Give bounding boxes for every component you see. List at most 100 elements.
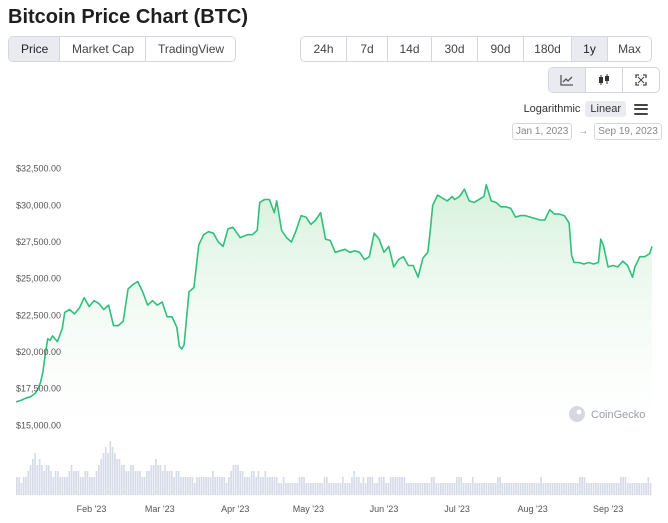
- volume-bar: [506, 483, 508, 495]
- range-max[interactable]: Max: [618, 42, 641, 56]
- chart-type-buttons: [548, 67, 660, 93]
- volume-bar: [82, 477, 84, 495]
- x-tick-label: Jul '23: [444, 504, 470, 514]
- y-tick-label: $30,000.00: [16, 200, 61, 210]
- date-to-input[interactable]: Sep 19, 2023: [594, 123, 662, 140]
- volume-bar: [469, 483, 472, 495]
- volume-bar: [20, 483, 23, 495]
- volume-bar: [223, 477, 226, 495]
- volume-bar: [622, 477, 625, 495]
- y-tick-label: $15,000.00: [16, 420, 61, 430]
- volume-bar: [631, 483, 634, 495]
- price-line: [15, 184, 653, 403]
- volume-bar: [597, 483, 599, 495]
- range-30d[interactable]: 30d: [432, 37, 478, 61]
- volume-bar: [417, 483, 419, 495]
- volume-bar: [424, 483, 426, 495]
- volume-bar: [182, 477, 185, 495]
- line-chart-button[interactable]: [549, 68, 586, 92]
- volume-bar: [111, 447, 114, 495]
- volume-bar: [159, 465, 162, 495]
- volume-bar: [458, 477, 460, 495]
- volume-bar: [355, 477, 358, 495]
- scale-linear[interactable]: Linear: [585, 101, 626, 117]
- volume-bar: [588, 483, 590, 495]
- volume-bar: [599, 483, 602, 495]
- volume-bar: [326, 477, 328, 495]
- range-90d[interactable]: 90d: [478, 37, 524, 61]
- volume-bar: [401, 477, 403, 495]
- x-tick-label: Jun '23: [370, 504, 399, 514]
- price-chart[interactable]: $15,000.00 $17,500.00 $20,000.00 $22,500.00…: [0, 150, 668, 523]
- volume-bar: [496, 477, 499, 495]
- volume-bar: [408, 483, 410, 495]
- scale-logarithmic[interactable]: Logarithmic: [523, 103, 581, 115]
- volume-bar: [440, 483, 442, 495]
- volume-bar: [453, 483, 456, 495]
- volume-bar: [624, 477, 627, 495]
- volume-bar: [253, 471, 255, 495]
- volume-bar: [79, 477, 82, 495]
- volume-bar: [104, 447, 107, 495]
- volume-bar: [248, 477, 251, 495]
- volume-bar: [246, 477, 248, 495]
- volume-bar: [152, 465, 155, 495]
- menu-icon[interactable]: [634, 103, 648, 115]
- x-tick-label: Aug '23: [517, 504, 547, 514]
- volume-bar: [68, 471, 71, 495]
- volume-bar: [136, 471, 139, 495]
- volume-bar: [462, 483, 465, 495]
- volume-bar: [118, 459, 121, 495]
- candlestick-button[interactable]: [586, 68, 623, 92]
- range-1y[interactable]: 1y: [572, 37, 608, 61]
- date-range-arrow: →: [578, 126, 589, 137]
- volume-bar: [145, 471, 148, 495]
- fullscreen-button[interactable]: [623, 68, 659, 92]
- range-180d[interactable]: 180d: [524, 37, 572, 61]
- volume-bar: [294, 483, 296, 495]
- volume-bar: [353, 471, 356, 495]
- volume-bar: [123, 465, 125, 495]
- tab-tradingview[interactable]: TradingView: [158, 42, 225, 56]
- volume-bar: [278, 483, 280, 495]
- volume-bar: [451, 483, 454, 495]
- volume-bar: [579, 477, 581, 495]
- volume-bar: [528, 483, 531, 495]
- volume-bar: [284, 483, 287, 495]
- range-7d[interactable]: 7d: [347, 37, 388, 61]
- volume-bar: [193, 483, 196, 495]
- volume-bar: [22, 477, 25, 495]
- volume-bar: [129, 465, 132, 495]
- y-tick-label: $27,500.00: [16, 237, 61, 247]
- date-from-input[interactable]: Jan 1, 2023: [512, 123, 573, 140]
- volume-bar: [209, 477, 212, 495]
- volume-bar: [102, 453, 105, 495]
- volume-bar: [328, 483, 330, 495]
- volume-bar: [360, 483, 362, 495]
- scale-toggle: Logarithmic Linear: [519, 101, 648, 117]
- volume-bar: [385, 483, 387, 495]
- tab-market-cap[interactable]: Market Cap: [60, 37, 146, 61]
- volume-bar: [321, 483, 324, 495]
- volume-bar: [16, 477, 18, 495]
- volume-bar: [186, 477, 189, 495]
- volume-bar: [608, 483, 611, 495]
- volume-bar: [298, 477, 301, 495]
- volume-bar: [467, 483, 470, 495]
- range-24h[interactable]: 24h: [301, 37, 347, 61]
- volume-bar: [200, 477, 203, 495]
- volume-bar: [41, 465, 43, 495]
- volume-bar: [228, 477, 230, 495]
- tab-price[interactable]: Price: [9, 37, 60, 61]
- volume-bar: [237, 465, 239, 495]
- volume-bar: [330, 483, 333, 495]
- volume-bar: [319, 483, 321, 495]
- volume-bar: [403, 477, 406, 495]
- volume-bar: [234, 465, 237, 495]
- volume-bar: [364, 483, 367, 495]
- volume-bar: [455, 477, 458, 495]
- volume-bar: [310, 483, 312, 495]
- volume-bar: [239, 471, 242, 495]
- volume-bar: [490, 483, 492, 495]
- range-14d[interactable]: 14d: [388, 37, 432, 61]
